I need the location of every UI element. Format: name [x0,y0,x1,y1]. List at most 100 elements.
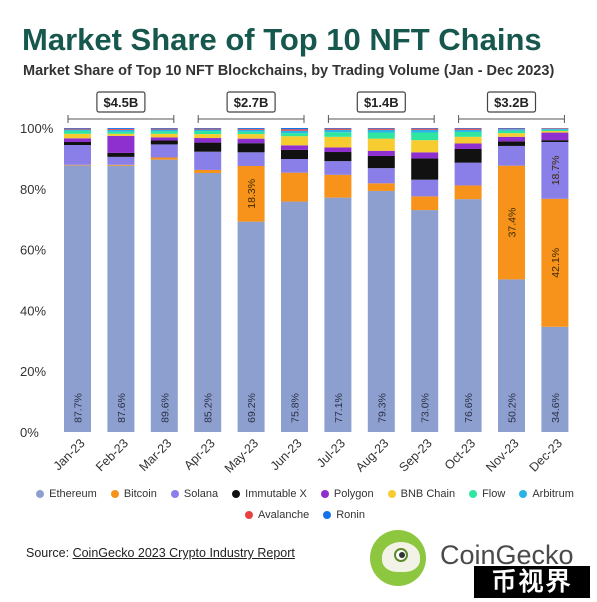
data-label: 42.1% [550,248,562,278]
bar-segment-polygon [411,152,439,159]
bar-segment-immutable-x [541,140,569,142]
bar-segment-arbitrum [454,129,482,132]
bar-segment-polygon [64,138,91,142]
bar-segment-bitcoin [150,157,178,160]
legend-label: Ethereum [49,488,97,500]
data-label: 87.6% [116,393,128,423]
legend-item: Arbitrum [519,488,574,500]
bar-segment-ethereum [454,199,482,432]
bar-segment-bnb-chain [194,134,222,139]
bar-segment-solana [367,168,395,184]
bar-segment-ethereum [107,165,135,433]
bar-segment-arbitrum [64,129,91,131]
chart-title: Market Share of Top 10 NFT Chains [22,22,542,57]
quarter-total-label: $2.7B [234,95,269,110]
quarter-total-label: $4.5B [104,95,139,110]
bar-segment-arbitrum [541,128,569,130]
bar-segment-ronin [454,128,482,129]
bar-segment-avalanche [64,128,91,130]
bar-segment-bnb-chain [454,136,482,144]
bar-segment-immutable-x [150,140,178,145]
bar-segment-avalanche [107,128,135,130]
bar-segment-bitcoin [411,196,439,211]
bar-segment-solana [237,152,265,166]
bar-segment-bnb-chain [541,131,569,133]
quarter-total-box [356,91,406,113]
bar-segment-arbitrum [194,129,222,132]
bar-segment-bitcoin [64,164,91,166]
bar-segment-flow [107,131,135,134]
bar-segment-arbitrum [107,129,135,132]
legend-label: Bitcoin [123,488,157,500]
quarter-total-box [486,91,537,113]
bar-segment-ronin [367,128,395,129]
bar-segment-flow [237,131,265,135]
legend-item: Ethereum [36,488,97,500]
bar-segment-bnb-chain [367,138,395,151]
legend-row: Avalanche Ronin [40,509,570,521]
data-label: 77.1% [333,393,345,423]
x-tick-label: Dec-23 [527,436,565,474]
y-tick-label: 40% [20,303,46,318]
bar-segment-avalanche [324,128,352,130]
bar-segment-ronin [107,128,135,129]
legend-swatch-icon [320,490,329,498]
x-tick-label: Apr-23 [181,436,217,472]
data-label: 79.3% [376,393,388,423]
legend-swatch-icon [323,511,332,519]
source-prefix: Source: [26,546,73,560]
legend-label: BNB Chain [400,488,456,500]
bar-segment-arbitrum [367,129,395,133]
legend-swatch-icon [110,490,119,498]
bar-segment-ronin [281,128,308,130]
bar-segment-bnb-chain [281,136,308,146]
bar-segment-avalanche [367,128,395,130]
bar-segment-solana [411,179,439,197]
bar-segment-avalanche [411,128,439,130]
bar-segment-bitcoin [454,185,482,200]
data-label: 50.2% [507,393,519,423]
bar-segment-bitcoin [367,183,395,191]
bar-segment-solana [541,141,569,199]
bar-segment-polygon [150,137,178,141]
bar-segment-flow [64,130,91,134]
bar-segment-immutable-x [498,141,525,146]
bar-segment-avalanche [541,128,569,129]
y-tick-label: 100% [20,121,54,136]
quarter-total-box [226,91,276,113]
legend-swatch-icon [170,490,179,498]
bar-segment-bitcoin [541,198,569,327]
bar-segment-immutable-x [237,143,265,153]
x-tick-label: Oct-23 [442,436,478,472]
legend-item: BNB Chain [387,488,456,500]
bar-segment-ethereum [281,201,308,432]
bar-segment-flow [324,132,352,137]
bar-segment-solana [64,145,91,165]
data-label: 69.2% [246,393,258,423]
x-tick-label: Feb-23 [93,436,131,474]
bar-segment-bitcoin [324,174,352,198]
x-tick-label: Sep-23 [396,436,434,474]
source-link[interactable]: CoinGecko 2023 Crypto Industry Report [72,546,295,560]
stacked-bar-chart: 0% 20% 40% 60% 80% 100% 87.7% 87.6% 89.6% 85.2% 69… [20,91,569,476]
bar-segment-bnb-chain [411,140,439,153]
bar-segment-ronin [64,128,91,129]
legend-label: Arbitrum [532,488,574,500]
data-label: 87.7% [73,393,85,423]
legend-label: Solana [183,488,219,500]
bar-segment-avalanche [454,128,482,130]
bar-segment-avalanche [194,128,222,130]
bar-segment-bnb-chain [237,134,265,139]
quarter-total-label: $1.4B [364,95,399,110]
bar-segment-ronin [498,128,525,129]
quarter-total-label: $3.2B [494,95,529,110]
bar-segment-polygon [237,138,265,144]
bar-segment-solana [107,156,135,165]
bar-segment-immutable-x [194,142,222,152]
brand-name: CoinGecko [440,540,574,570]
bar-segment-solana [194,151,222,170]
bar-segment-ronin [194,128,222,129]
bar-segment-bitcoin [237,166,265,222]
bar-segment-bitcoin [498,165,525,280]
bar-segment-avalanche [150,128,178,130]
